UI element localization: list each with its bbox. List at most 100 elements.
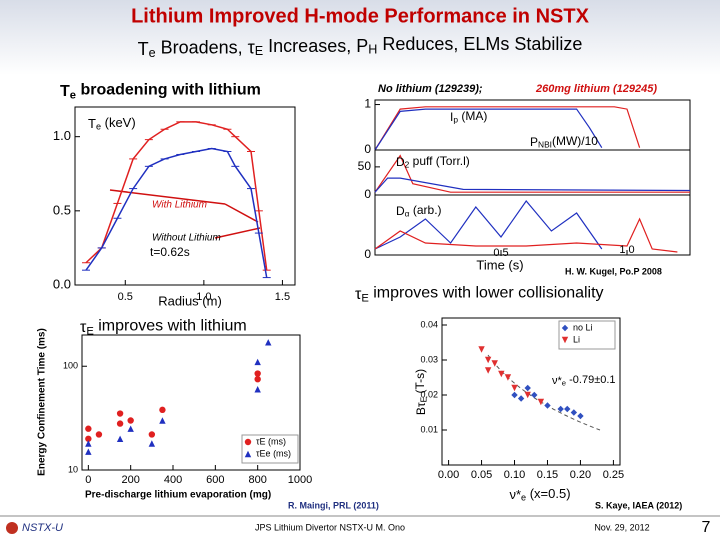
point	[557, 405, 564, 413]
series-line	[374, 200, 603, 250]
point	[159, 417, 166, 424]
x-tick-label: 400	[164, 474, 182, 486]
y-tick-label: 0.5	[53, 202, 71, 217]
text-part: e	[70, 89, 76, 101]
axis-label: BτE (T-s)	[413, 369, 429, 415]
y-tick-label: 0	[364, 142, 371, 156]
text-part: ν*	[552, 375, 563, 387]
point	[577, 412, 584, 420]
text-part: Broadens, τ	[156, 37, 255, 57]
annotation: t=0.62s	[150, 245, 190, 259]
point	[544, 402, 551, 409]
point	[511, 391, 518, 399]
footer-logo: NSTX-U	[22, 522, 63, 534]
text-part: e	[149, 46, 156, 60]
annotation-arrows	[109, 189, 261, 239]
trace-label: PNBI(MW)/10	[530, 134, 598, 150]
x-tick-label: 0	[85, 474, 91, 486]
text-part: τ	[355, 286, 362, 303]
text-part: -0.79±0.1	[566, 374, 615, 386]
point	[95, 431, 103, 438]
x-tick-label: 0.05	[471, 469, 492, 481]
series-line	[374, 177, 691, 193]
panel-title: τE improves with lithium	[80, 318, 247, 338]
legend-label: Li	[573, 334, 580, 344]
point	[564, 405, 571, 413]
point	[85, 448, 92, 455]
point	[484, 356, 492, 364]
text-part: 2	[405, 160, 410, 170]
x-tick-label: 800	[248, 474, 266, 486]
text-part: D	[396, 204, 405, 218]
point	[85, 435, 92, 442]
credit: R. Maingi, PRL (2011)	[288, 500, 379, 510]
point	[159, 406, 166, 414]
y-tick-label: 0	[364, 187, 371, 201]
y-tick-label: 0.0	[53, 276, 71, 291]
point	[504, 374, 512, 381]
text-part: τ	[80, 319, 87, 336]
series-line	[85, 121, 268, 271]
plot-frame	[374, 194, 691, 256]
panel-title: Te broadening with lithium	[60, 82, 261, 102]
point	[85, 425, 92, 432]
y-tick-label: 50	[358, 159, 372, 173]
x-tick-label: 0.20	[570, 469, 591, 481]
x-tick-label: 0.5	[118, 291, 133, 303]
point	[254, 386, 261, 393]
text-part: (T-s)	[413, 369, 427, 397]
panel-title: τE improves with lower collisionality	[355, 285, 604, 305]
legend-swatch	[561, 336, 569, 344]
legend-label: τE (ms)	[256, 436, 286, 446]
point	[148, 431, 156, 438]
legend-label: no Li	[573, 322, 593, 332]
point	[116, 435, 124, 442]
point	[537, 398, 545, 406]
point	[478, 346, 485, 353]
trace-label: D2 puff (Torr.l)	[396, 154, 470, 170]
text-part: (arb.)	[410, 203, 442, 217]
trace-label: Dα (arb.)	[396, 203, 442, 219]
panel-title: No lithium (129239);	[378, 83, 483, 95]
text-part: (keV)	[101, 115, 136, 130]
point	[265, 339, 272, 346]
axis-label: ν*e (x=0.5)	[509, 486, 570, 503]
point	[517, 395, 525, 402]
trace-label: Ip (MA)	[450, 109, 487, 125]
text-part: H	[368, 43, 377, 57]
point	[498, 370, 505, 378]
text-part: E	[86, 325, 93, 337]
fit-label: ν*e -0.79±0.1	[552, 374, 616, 387]
series-line	[85, 147, 268, 278]
legend-swatch	[561, 324, 569, 332]
x-tick-label: 1.0	[619, 244, 634, 256]
plot-frame	[74, 106, 296, 286]
point	[491, 360, 498, 367]
slide-title: Lithium Improved H-mode Performance in N…	[131, 5, 590, 27]
text-part: broadening with lithium	[76, 82, 261, 99]
point	[116, 410, 124, 417]
point	[254, 358, 261, 366]
annotation: With Lithium	[152, 200, 207, 211]
y-tick-label: 0.02	[420, 389, 438, 399]
x-tick-label: 600	[206, 474, 224, 486]
text-part: E	[361, 292, 368, 304]
y-tick-label: 0.04	[420, 319, 438, 329]
fit-curve	[487, 354, 601, 431]
credit: H. W. Kugel, Po.P 2008	[565, 266, 662, 276]
point	[127, 417, 134, 424]
inner-label: Te (keV)	[88, 115, 136, 132]
legend-box	[241, 434, 299, 464]
header-band	[0, 0, 720, 75]
y-tick-label: 1.0	[53, 128, 71, 143]
x-tick-label: 0.00	[438, 469, 459, 481]
point	[254, 370, 261, 377]
point	[511, 384, 518, 392]
point	[254, 376, 261, 383]
point	[148, 440, 156, 447]
axis-label: Time (s)	[476, 257, 523, 272]
x-tick-label: 0.25	[603, 469, 624, 481]
text-part: Bτ	[414, 402, 428, 415]
axis-label: Radius (m)	[158, 293, 222, 308]
